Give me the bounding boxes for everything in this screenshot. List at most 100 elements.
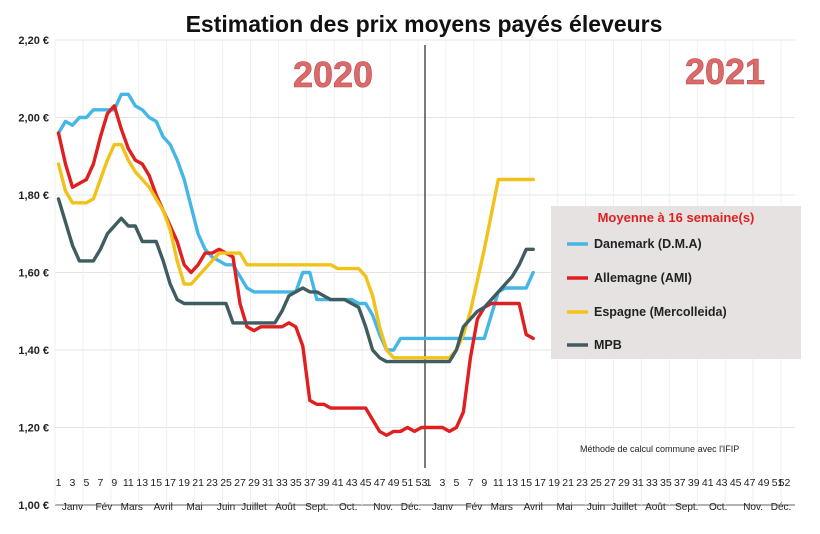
x-week-tick-2020: 39 xyxy=(318,477,330,489)
x-month-label-2020: Fév xyxy=(96,502,113,513)
series-line-3 xyxy=(56,197,535,364)
x-week-tick-2021: 49 xyxy=(758,477,770,489)
year-label-2020: 2020 xyxy=(293,54,373,95)
x-week-tick-2021: 35 xyxy=(660,477,672,489)
x-month-label-2020: Oct. xyxy=(339,502,357,513)
x-week-tick-2021: 11 xyxy=(493,477,504,489)
x-week-tick-2020: 33 xyxy=(276,477,288,489)
series-lines xyxy=(56,92,535,437)
x-week-tick-2021: 29 xyxy=(618,477,630,489)
x-month-label-2020: Nov. xyxy=(373,502,393,513)
y-axis-ticks: 1,00 € 1,20 € 1,40 € 1,60 € 1,80 € 2,00 € 2,20… xyxy=(18,35,49,512)
series-line-1 xyxy=(56,104,535,437)
x-week-tick-2021: 37 xyxy=(674,477,686,489)
x-week-tick-2020: 5 xyxy=(83,477,89,489)
x-week-tick-2020: 7 xyxy=(97,477,103,489)
method-note: Méthode de calcul commune avec l'IFIP xyxy=(580,444,739,454)
y-tick-label: 1,60 € xyxy=(18,268,49,280)
x-week-tick-2020: 29 xyxy=(248,477,260,489)
x-week-tick-2021: 5 xyxy=(453,477,459,489)
y-tick-label: 2,20 € xyxy=(18,35,49,47)
x-week-tick-2020: 45 xyxy=(360,477,372,489)
x-week-tick-2020: 3 xyxy=(70,477,76,489)
y-tick-label: 1,40 € xyxy=(18,345,49,357)
x-month-label-2021: Mars xyxy=(491,502,513,513)
x-week-tick-2021: 52 xyxy=(779,477,791,489)
chart-title: Estimation des prix moyens payés éleveur… xyxy=(186,11,663,37)
x-week-tick-2020: 31 xyxy=(262,477,274,489)
x-week-tick-2021: 25 xyxy=(590,477,602,489)
x-week-tick-2021: 51 xyxy=(772,477,784,489)
x-week-tick-2021: 17 xyxy=(534,477,546,489)
x-week-tick-2021: 45 xyxy=(730,477,742,489)
x-week-tick-2020: 19 xyxy=(178,477,190,489)
y-tick-label: 1,00 € xyxy=(18,500,49,512)
x-month-label-2021: Avril xyxy=(524,502,543,513)
x-week-tick-2020: 21 xyxy=(192,477,204,489)
x-month-label-2020: Juin xyxy=(217,502,235,513)
x-week-tick-2021: 3 xyxy=(440,477,446,489)
x-month-label-2020: Janv xyxy=(62,502,83,513)
x-week-tick-2021: 23 xyxy=(576,477,588,489)
x-month-label-2021: Fév xyxy=(466,502,483,513)
x-month-label-2020: Sept. xyxy=(305,502,328,513)
x-month-label-2020: Mai xyxy=(187,502,203,513)
legend-title: Moyenne à 16 semaine(s) xyxy=(598,210,755,225)
x-week-tick-2021: 9 xyxy=(481,477,487,489)
x-week-tick-2020: 27 xyxy=(234,477,246,489)
x-week-tick-2021: 19 xyxy=(548,477,560,489)
x-week-tick-2021: 31 xyxy=(632,477,644,489)
legend-label-0: Danemark (D.M.A) xyxy=(594,237,702,251)
x-week-tick-2021: 21 xyxy=(562,477,574,489)
y-tick-label: 1,80 € xyxy=(18,190,49,202)
x-week-tick-2020: 9 xyxy=(111,477,117,489)
x-week-tick-2021: 43 xyxy=(716,477,728,489)
x-month-label-2020: Déc. xyxy=(401,502,422,513)
x-week-tick-2020: 15 xyxy=(150,477,162,489)
x-month-label-2021: Juin xyxy=(587,502,605,513)
x-week-tick-2020: 51 xyxy=(402,477,414,489)
x-month-label-2020: Août xyxy=(275,502,296,513)
x-week-tick-2021: 47 xyxy=(744,477,756,489)
x-month-label-2021: Mai xyxy=(557,502,573,513)
legend-label-3: MPB xyxy=(594,338,622,352)
x-week-tick-2020: 43 xyxy=(346,477,358,489)
y-tick-label: 1,20 € xyxy=(18,423,49,435)
x-week-tick-2020: 11 xyxy=(123,477,134,489)
x-week-tick-2021: 7 xyxy=(467,477,473,489)
x-week-tick-2021: 15 xyxy=(520,477,532,489)
x-month-label-2021: Déc. xyxy=(771,502,792,513)
x-week-tick-2020: 47 xyxy=(374,477,386,489)
x-week-tick-2020: 35 xyxy=(290,477,302,489)
y-tick-label: 2,00 € xyxy=(18,113,49,125)
x-week-tick-2021: 33 xyxy=(646,477,658,489)
x-week-tick-2021: 13 xyxy=(506,477,518,489)
legend: Moyenne à 16 semaine(s) Danemark (D.M.A)… xyxy=(551,206,801,359)
x-week-tick-2021: 39 xyxy=(688,477,700,489)
x-week-tick-2020: 1 xyxy=(56,477,62,489)
x-month-label-2021: Juillet xyxy=(611,502,637,513)
x-month-label-2021: Sept. xyxy=(675,502,698,513)
x-month-label-2021: Oct. xyxy=(709,502,727,513)
legend-label-2: Espagne (Mercolleida) xyxy=(594,305,727,319)
x-week-tick-2020: 37 xyxy=(304,477,316,489)
x-month-label-2021: Nov. xyxy=(743,502,763,513)
x-month-label-2020: Avril xyxy=(154,502,173,513)
legend-box xyxy=(551,206,801,359)
legend-label-1: Allemagne (AMI) xyxy=(594,271,692,285)
x-week-tick-2020: 25 xyxy=(220,477,232,489)
x-month-label-2021: Janv xyxy=(432,502,453,513)
x-week-tick-2021: 1 xyxy=(426,477,432,489)
x-week-tick-2020: 41 xyxy=(332,477,344,489)
x-week-tick-2021: 41 xyxy=(702,477,714,489)
x-week-tick-2021: 27 xyxy=(604,477,616,489)
x-week-tick-2020: 23 xyxy=(206,477,218,489)
x-week-tick-2020: 49 xyxy=(388,477,400,489)
x-month-label-2021: Août xyxy=(645,502,666,513)
x-week-tick-2020: 17 xyxy=(164,477,176,489)
x-week-tick-2020: 13 xyxy=(136,477,148,489)
year-label-2021: 2021 xyxy=(685,51,765,92)
x-axis-ticks: 1 3 5 7 9 11 13 15 17 19 21 23 25 27 29 31 33 35 37 39 41 43 4… xyxy=(56,477,792,513)
x-week-tick-2020: 53 xyxy=(416,477,428,489)
